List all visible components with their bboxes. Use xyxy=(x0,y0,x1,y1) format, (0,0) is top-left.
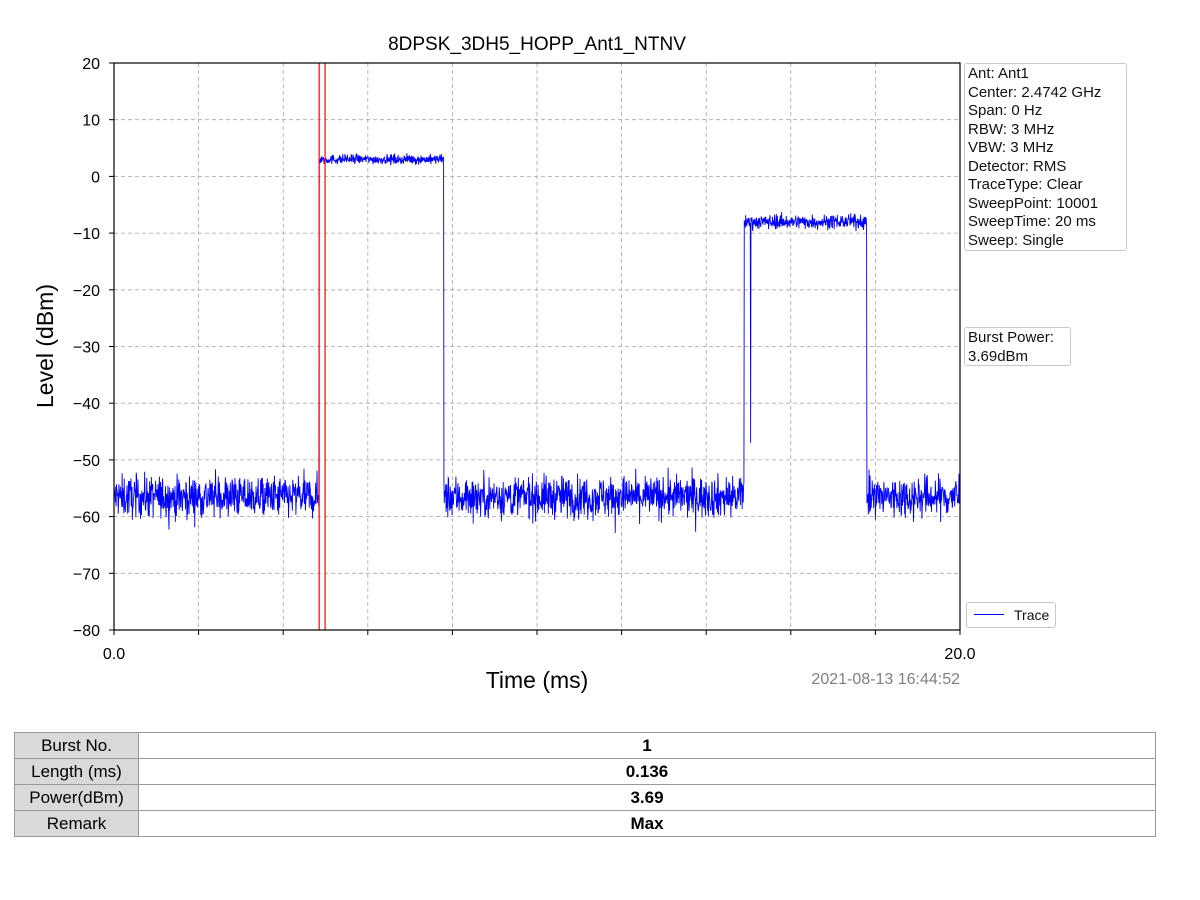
y-tick-label: −50 xyxy=(73,453,100,470)
info-line: Span: 0 Hz xyxy=(968,102,1043,119)
info-line: SweepPoint: 10001 xyxy=(968,194,1099,212)
y-tick-label: −80 xyxy=(73,623,100,640)
burst-power-panel: Burst Power: 3.69dBm xyxy=(964,327,1071,366)
y-tick-label: −10 xyxy=(73,226,100,243)
y-tick-label: −40 xyxy=(73,396,100,413)
timestamp: 2021-08-13 16:44:52 xyxy=(811,671,960,688)
row-header-remark: Remark xyxy=(14,810,139,837)
info-line: Ant: Ant1 xyxy=(968,65,1029,82)
tick-layer: 20 10 0 −10 −20 −30 −40 −50 −60 −70 −800.0 20.0 xyxy=(73,56,976,663)
info-panel: Ant: Ant1 Center: 2.4742 GHz Span: 0 Hz … xyxy=(964,63,1127,251)
x-tick-label: 20.0 xyxy=(944,646,975,663)
table-row: Power(dBm) 3.69 xyxy=(14,784,1156,811)
y-tick-label: −30 xyxy=(73,340,100,357)
row-value-length: 0.136 xyxy=(138,758,1156,785)
summary-table: Burst No. 1 Length (ms) 0.136 Power(dBm)… xyxy=(14,732,1156,837)
legend-label: Trace xyxy=(1014,607,1050,623)
grid-layer xyxy=(114,63,960,630)
info-line: TraceType: Clear xyxy=(968,176,1083,193)
info-line: VBW: 3 MHz xyxy=(968,139,1054,156)
row-value-burst-no: 1 xyxy=(138,732,1156,759)
info-line: RBW: 3 MHz xyxy=(968,120,1055,138)
table-row: Remark Max xyxy=(14,810,1156,837)
x-axis-label: Time (ms) xyxy=(486,667,589,693)
info-line: SweepTime: 20 ms xyxy=(968,213,1096,230)
row-header-power: Power(dBm) xyxy=(14,784,139,811)
info-line: Sweep: Single xyxy=(968,231,1064,249)
trace-line xyxy=(113,153,961,533)
info-line: Detector: RMS xyxy=(968,157,1067,175)
table-row: Burst No. 1 xyxy=(14,732,1156,759)
row-header-length: Length (ms) xyxy=(14,758,139,785)
marker-layer xyxy=(318,63,326,630)
trace-layer xyxy=(113,153,961,533)
y-axis-label: Level (dBm) xyxy=(32,284,58,408)
chart-title: 8DPSK_3DH5_HOPP_Ant1_NTNV xyxy=(388,34,686,55)
y-tick-label: 0 xyxy=(91,169,100,186)
legend: Trace xyxy=(966,602,1056,628)
burst-power-label: Burst Power: xyxy=(968,329,1054,346)
y-tick-label: −20 xyxy=(73,283,100,300)
row-value-power: 3.69 xyxy=(138,784,1156,811)
y-tick-label: −60 xyxy=(73,510,100,527)
info-line: Center: 2.4742 GHz xyxy=(968,83,1102,101)
x-tick-label: 0.0 xyxy=(103,646,125,663)
legend-swatch xyxy=(974,614,1004,615)
row-value-remark: Max xyxy=(138,810,1156,837)
table-row: Length (ms) 0.136 xyxy=(14,758,1156,785)
row-header-burst-no: Burst No. xyxy=(14,732,139,759)
y-tick-label: 10 xyxy=(82,113,100,130)
burst-power-value: 3.69dBm xyxy=(968,347,1029,365)
y-tick-label: −70 xyxy=(73,566,100,583)
y-tick-label: 20 xyxy=(82,56,100,73)
